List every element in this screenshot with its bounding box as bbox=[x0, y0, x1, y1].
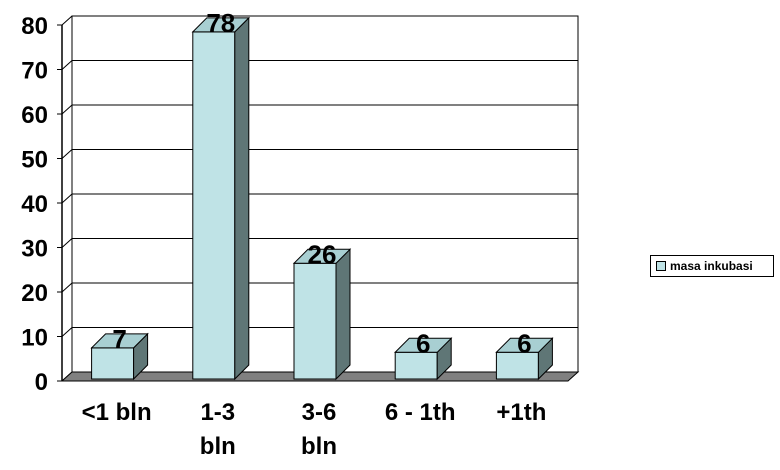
x-tick-label: <1 bln bbox=[82, 399, 152, 426]
legend-swatch bbox=[656, 261, 666, 271]
data-label: 26 bbox=[308, 239, 337, 269]
bar bbox=[293, 262, 337, 380]
data-label: 7 bbox=[112, 324, 126, 354]
x-tick-label: +1th bbox=[496, 399, 546, 426]
x-tick-label: 3-6 bln bbox=[301, 399, 337, 460]
bar bbox=[394, 351, 438, 380]
legend: masa inkubasi bbox=[650, 255, 774, 277]
y-tick-label: 50 bbox=[21, 147, 48, 174]
bar-side bbox=[335, 248, 351, 381]
gridline-depth bbox=[61, 282, 73, 293]
data-label: 78 bbox=[206, 8, 235, 38]
data-label: 6 bbox=[416, 328, 430, 358]
y-tick-labels: 0 10 20 30 40 50 60 70 80 bbox=[21, 13, 48, 396]
y-tick-label: 20 bbox=[21, 280, 48, 307]
bar-top bbox=[495, 337, 554, 353]
legend-label: masa inkubasi bbox=[670, 259, 753, 273]
y-tick-label: 30 bbox=[21, 236, 48, 263]
bar-top bbox=[191, 17, 251, 33]
gridline-depth bbox=[61, 238, 73, 248]
bar-top bbox=[90, 333, 149, 349]
gridline-depth bbox=[61, 149, 73, 159]
y-axis bbox=[57, 24, 568, 382]
x-tick-label: 6 - 1th bbox=[385, 399, 456, 426]
gridline-depth bbox=[61, 60, 73, 70]
y-tick-label: 60 bbox=[21, 102, 48, 129]
y-tick-label: 70 bbox=[21, 58, 48, 85]
gridline-depth bbox=[61, 193, 73, 204]
gridline-depth bbox=[61, 15, 73, 26]
gridline-depth bbox=[61, 104, 73, 115]
bar-side bbox=[234, 16, 250, 381]
bar bbox=[495, 351, 539, 380]
y-tick-label: 40 bbox=[21, 191, 48, 218]
y-tick-label: 80 bbox=[21, 13, 48, 40]
bar bbox=[192, 31, 236, 380]
x-tick-labels: <1 bln 1-3 bln 3-6 bln 6 - 1th +1th bbox=[82, 399, 547, 460]
bar-top bbox=[393, 337, 453, 353]
x-tick-label: 1-3 bln bbox=[200, 399, 236, 460]
bars bbox=[90, 16, 554, 381]
bar-top bbox=[292, 248, 352, 264]
data-label: 6 bbox=[517, 328, 531, 358]
y-tick-label: 0 bbox=[35, 369, 48, 396]
y-tick-label: 10 bbox=[21, 325, 48, 352]
data-labels: 7 78 26 6 6 bbox=[112, 8, 531, 358]
gridline-depth bbox=[61, 327, 73, 337]
